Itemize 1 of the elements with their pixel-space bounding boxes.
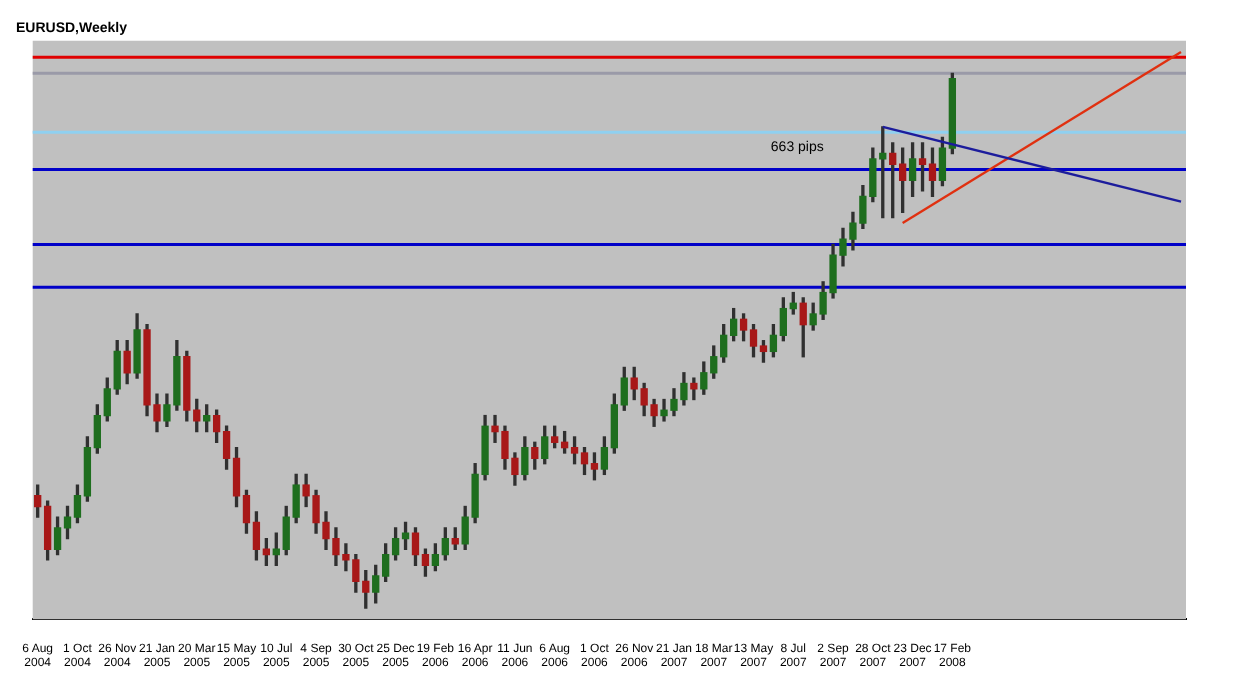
candlestick [690,377,698,401]
